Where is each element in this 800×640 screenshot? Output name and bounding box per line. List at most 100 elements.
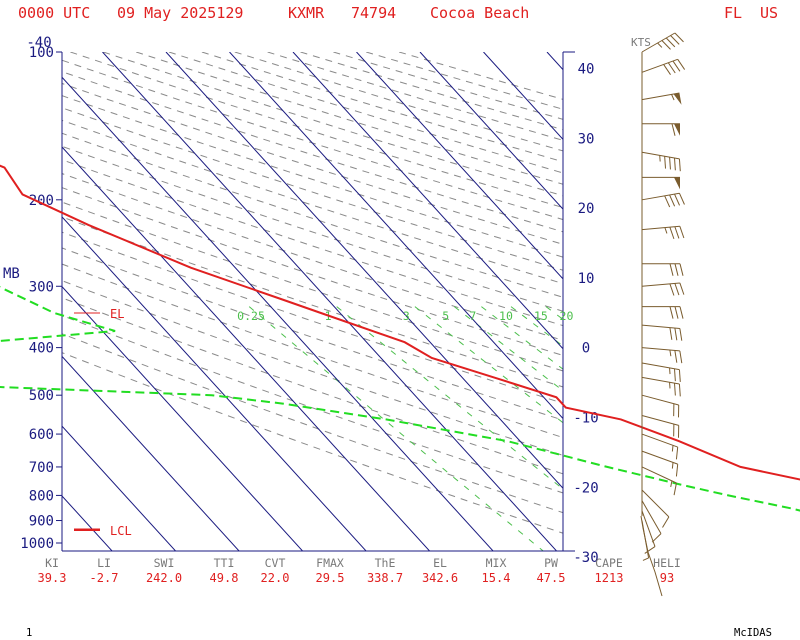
pressure-tick-label: 100: [29, 45, 54, 61]
wind-barb-staff: [641, 58, 678, 73]
dry-adiabat: [398, 52, 563, 100]
index-value: 242.0: [146, 571, 182, 585]
wind-barb-staff: [641, 151, 680, 160]
wind-barb-feather: [673, 482, 677, 496]
pressure-tick-label: 700: [29, 460, 54, 476]
isotherm: [356, 52, 563, 280]
wind-barb-staff: [641, 433, 678, 448]
isotherm: [62, 425, 177, 551]
wind-barb-feather: [678, 383, 681, 397]
wind-barb-feather: [674, 306, 679, 319]
wind-barb-staff: [641, 450, 678, 465]
mixing-ratio-labels: 0.25 1 3 5 7 10 15 20: [237, 309, 573, 323]
isotherm: [165, 52, 563, 490]
index-label: MIX: [486, 556, 507, 570]
wind-barb: [641, 510, 656, 554]
wind-barb-feather: [678, 158, 681, 172]
isotherm: [483, 52, 563, 141]
level-markers: EL LCL: [74, 307, 132, 538]
wind-barb-staff: [641, 500, 662, 534]
wind-barb-feather: [675, 464, 679, 477]
mixing-ratio-label: 7: [469, 309, 476, 323]
dry-adiabat: [62, 231, 563, 404]
right-temperature-tick: -10: [573, 410, 598, 426]
wind-barb: [641, 433, 679, 460]
dry-adiabat: [62, 59, 563, 221]
station-country: US: [760, 4, 778, 22]
isotherm: [229, 52, 563, 420]
wind-barb-staff: [641, 510, 656, 547]
wind-barb: [642, 123, 680, 136]
pressure-tick-label: 800: [29, 488, 54, 504]
wind-barb: [641, 466, 677, 496]
right-temperature-tick: 30: [578, 131, 595, 147]
wind-barb: [642, 306, 684, 319]
index-value: 49.8: [210, 571, 239, 585]
dry-adiabat: [62, 352, 563, 534]
wind-barb-staff: [641, 394, 679, 406]
wind-barb-staff: [641, 324, 680, 329]
wind-barb-feather: [670, 35, 680, 45]
wind-barb-feather: [674, 327, 678, 341]
wind-barb-half-feather: [664, 227, 668, 234]
wind-barb-staff: [641, 489, 670, 518]
wind-barb-feather: [669, 306, 674, 319]
index-label: HELI: [653, 556, 681, 570]
wind-barb-half-feather: [671, 462, 674, 469]
index-value: 29.5: [316, 571, 345, 585]
wind-barb-feather: [669, 227, 675, 240]
wind-barb: [641, 376, 681, 397]
wind-barb: [641, 92, 682, 105]
wind-barb: [642, 176, 680, 190]
wind-barb-feather: [669, 283, 675, 296]
dry-adiabat: [62, 187, 563, 356]
mixing-ratio-line: [414, 306, 563, 424]
isotherm: [292, 52, 563, 350]
wind-barb-feather: [673, 383, 676, 396]
wind-barb-flag: [673, 92, 682, 105]
wind-barb-feather: [663, 64, 671, 75]
wind-barb-feather: [674, 350, 678, 363]
mixing-ratio-label: 10: [499, 309, 513, 323]
dry-adiabat-lines: [62, 52, 563, 534]
index-value: 338.7: [367, 571, 403, 585]
right-temperature-tick: -30: [573, 550, 598, 566]
wind-barb-feather: [669, 194, 676, 207]
mixing-ratio-label: 5: [442, 309, 449, 323]
dry-adiabat: [62, 216, 563, 388]
pressure-tick-label: 300: [29, 279, 54, 295]
dry-adiabat: [300, 52, 563, 131]
wind-barb: [641, 450, 679, 477]
wind-barb-feather: [669, 263, 674, 276]
mixing-ratio-line: [248, 306, 544, 551]
wind-barb-staff: [641, 376, 680, 385]
wind-barb: [641, 192, 685, 208]
right-temperature-tick: 20: [578, 201, 595, 217]
isotherm: [62, 146, 431, 551]
wind-barb-feather: [662, 516, 670, 528]
wind-barb-feather: [664, 156, 667, 169]
right-temperature-tick: 40: [578, 62, 595, 78]
pressure-tick-label: 600: [29, 427, 54, 443]
mixing-ratio-label: 15: [534, 309, 548, 323]
isotherm: [102, 52, 558, 551]
isotherm: [62, 355, 240, 551]
index-value: 93: [660, 571, 674, 585]
wind-barb-feather: [667, 62, 676, 74]
wind-barb: [641, 415, 680, 438]
wind-barb-staff: [641, 282, 680, 287]
dry-adiabat: [62, 132, 563, 298]
index-label: EL: [433, 556, 447, 570]
index-label: ThE: [375, 556, 396, 570]
mixing-ratio-line: [572, 307, 800, 554]
dry-adiabat: [70, 52, 563, 209]
hodograph-trace: [640, 515, 663, 597]
wind-barb-staff: [641, 415, 679, 426]
mixing-ratio-line: [453, 306, 563, 392]
wind-barb-feather: [661, 40, 671, 50]
isotherm: [674, 52, 800, 553]
pressure-tick-marks: [56, 51, 62, 544]
wind-barb: [641, 32, 684, 53]
pressure-tick-label: 1000: [20, 536, 54, 552]
